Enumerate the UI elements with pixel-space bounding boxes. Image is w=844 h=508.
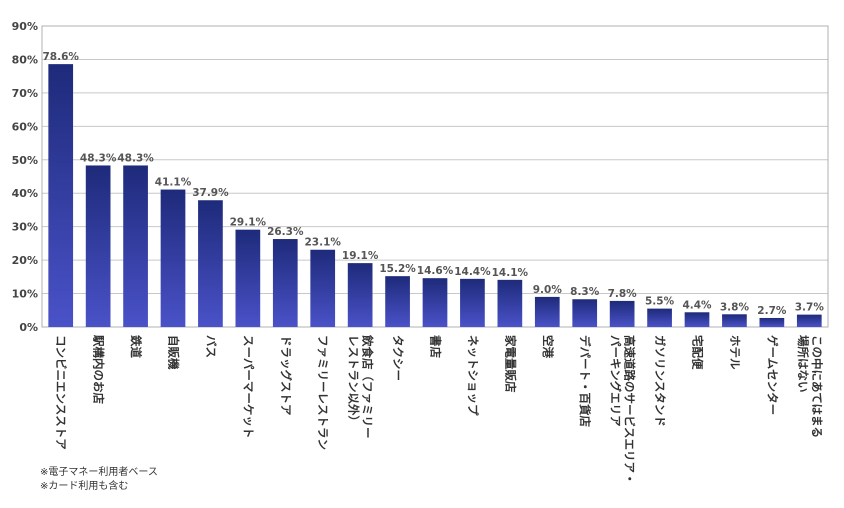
bar [497, 279, 523, 327]
category-label: ファミリーレストラン [316, 335, 330, 450]
category-labels: コンビニエンスストア 駅構内のお店 鉄道 自販機 バス スーパーマーケット ドラッグストア フ… [54, 334, 824, 485]
data-label: 14.1% [492, 267, 529, 279]
data-label: 4.4% [682, 299, 712, 311]
y-tick-label: 90% [12, 20, 38, 33]
bar [85, 165, 111, 327]
y-tick-label: 20% [12, 254, 38, 267]
data-label: 41.1% [155, 177, 192, 189]
bar [609, 300, 635, 327]
category-label: この中にあてはまる [810, 335, 824, 438]
bar [48, 64, 74, 328]
category-label: スーパーマーケット [241, 335, 255, 438]
data-label: 3.8% [720, 301, 750, 313]
data-label: 19.1% [342, 250, 379, 262]
data-labels: 78.6% 48.3% 48.3% 41.1%37.9% 29.1%26.3%23.1%… [42, 51, 824, 317]
category-label: 家電量販店 [503, 335, 517, 393]
bar [460, 278, 485, 327]
y-tick-label: 70% [12, 87, 38, 100]
bar [647, 308, 672, 327]
y-tick-label: 30% [12, 221, 38, 234]
category-label: レストラン以外） [347, 335, 361, 427]
category-label: 宅配便 [691, 335, 705, 370]
data-label: 23.1% [304, 237, 341, 249]
bar [534, 296, 560, 327]
bar [123, 165, 148, 327]
data-label: 7.8% [608, 288, 638, 300]
category-label: ドラッグストア [279, 335, 293, 416]
category-label: 鉄道 [129, 335, 143, 358]
data-label: 14.4% [454, 266, 491, 278]
footnote-1: ※電子マネー利用者ベース [40, 467, 158, 478]
bar [722, 314, 747, 327]
category-label: デパート・百貨店 [578, 335, 592, 427]
category-label: 自販機 [167, 335, 181, 370]
footnote-2: ※カード利用も含む [40, 481, 129, 492]
data-label: 78.6% [42, 51, 79, 63]
data-label: 2.7% [757, 305, 787, 317]
y-tick-label: 40% [12, 187, 38, 200]
data-label: 8.3% [570, 286, 600, 298]
data-label: 14.6% [417, 265, 454, 277]
bar [759, 317, 785, 327]
category-label: 空港 [541, 335, 555, 358]
bar [272, 239, 298, 327]
category-label: 飲食店（ファミリー [361, 334, 375, 439]
category-label: ガソリンスタンド [653, 335, 667, 427]
bar [198, 200, 223, 327]
category-label: 高速道路のサービスエリア・ [623, 335, 637, 485]
data-label: 15.2% [379, 263, 416, 275]
category-label: ネットショップ [466, 335, 480, 416]
category-label: タクシー [391, 335, 405, 381]
bar [235, 229, 261, 327]
category-label: 駅構内のお店 [92, 334, 106, 404]
data-label: 3.7% [795, 302, 825, 314]
bar [684, 312, 710, 327]
data-label: 26.3% [267, 226, 304, 238]
bar [572, 299, 598, 327]
bar [160, 189, 186, 327]
bar [385, 276, 410, 327]
y-tick-label: 50% [12, 154, 38, 167]
y-tick-label: 0% [19, 321, 38, 334]
data-label: 5.5% [645, 296, 675, 308]
bars [48, 64, 822, 328]
category-label: バス [204, 335, 218, 358]
category-label: ゲームセンター [765, 335, 779, 415]
category-label: 場所はない [796, 335, 810, 393]
y-axis-ticks: 0% 10% 20% 30% 40% 50% 60% 70% 80% 90% [12, 20, 38, 334]
category-label: 書店 [429, 335, 443, 358]
category-label: パーキングエリア [609, 335, 623, 427]
footnotes: ※電子マネー利用者ベース ※カード利用も含む [40, 466, 158, 494]
data-label: 48.3% [117, 152, 154, 164]
bar [422, 278, 448, 327]
y-tick-label: 60% [12, 120, 38, 133]
category-label: コンビニエンスストア [54, 335, 68, 450]
bar [796, 314, 822, 327]
bar [310, 249, 336, 327]
data-label: 48.3% [80, 152, 117, 164]
y-tick-label: 80% [12, 53, 38, 66]
bar [347, 263, 373, 327]
data-label: 9.0% [533, 284, 563, 296]
data-label: 29.1% [230, 217, 267, 229]
y-tick-label: 10% [12, 288, 38, 301]
data-label: 37.9% [192, 187, 229, 199]
category-label: ホテル [728, 335, 742, 370]
